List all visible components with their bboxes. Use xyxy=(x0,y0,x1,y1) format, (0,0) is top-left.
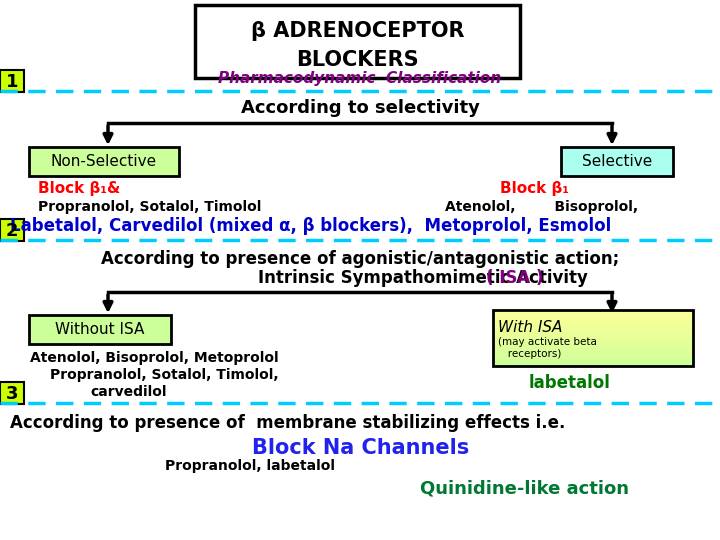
Text: According to selectivity: According to selectivity xyxy=(240,99,480,117)
Text: Block β₁&: Block β₁& xyxy=(38,180,120,195)
Text: Block Na Channels: Block Na Channels xyxy=(252,438,469,458)
FancyBboxPatch shape xyxy=(493,336,693,339)
Text: 2: 2 xyxy=(6,222,18,240)
Text: 1: 1 xyxy=(6,73,18,91)
Text: ( ISA ): ( ISA ) xyxy=(486,269,544,287)
FancyBboxPatch shape xyxy=(29,147,179,176)
FancyBboxPatch shape xyxy=(493,330,693,333)
FancyBboxPatch shape xyxy=(561,147,673,176)
Text: Non-Selective: Non-Selective xyxy=(51,154,157,169)
FancyBboxPatch shape xyxy=(493,351,693,354)
FancyBboxPatch shape xyxy=(195,5,520,78)
FancyBboxPatch shape xyxy=(493,355,693,357)
Text: Propranolol, labetalol: Propranolol, labetalol xyxy=(165,459,335,473)
FancyBboxPatch shape xyxy=(493,312,693,314)
FancyBboxPatch shape xyxy=(493,359,693,361)
FancyBboxPatch shape xyxy=(493,329,693,331)
Text: Pharmacodynamic  Classification: Pharmacodynamic Classification xyxy=(218,71,502,85)
FancyBboxPatch shape xyxy=(0,70,24,92)
Text: Selective: Selective xyxy=(582,154,652,169)
Text: 3: 3 xyxy=(6,385,18,403)
Text: β ADRENOCEPTOR: β ADRENOCEPTOR xyxy=(251,21,464,41)
Text: labetalol: labetalol xyxy=(529,374,611,392)
Text: With ISA: With ISA xyxy=(498,320,562,334)
FancyBboxPatch shape xyxy=(493,333,693,335)
Text: According to presence of  membrane stabilizing effects i.e.: According to presence of membrane stabil… xyxy=(10,414,565,432)
Text: BLOCKERS: BLOCKERS xyxy=(296,50,419,70)
FancyBboxPatch shape xyxy=(493,315,693,318)
Text: Propranolol, Sotalol, Timolol: Propranolol, Sotalol, Timolol xyxy=(38,200,261,214)
FancyBboxPatch shape xyxy=(493,323,693,326)
Text: Without ISA: Without ISA xyxy=(55,322,145,337)
Text: Atenolol,        Bisoprolol,: Atenolol, Bisoprolol, xyxy=(445,200,638,214)
FancyBboxPatch shape xyxy=(493,362,693,365)
FancyBboxPatch shape xyxy=(493,343,693,346)
Text: Labetalol, Carvedilol (mixed α, β blockers),  Metoprolol, Esmolol: Labetalol, Carvedilol (mixed α, β blocke… xyxy=(10,217,611,235)
FancyBboxPatch shape xyxy=(493,349,693,352)
FancyBboxPatch shape xyxy=(493,342,693,344)
FancyBboxPatch shape xyxy=(493,338,693,340)
FancyBboxPatch shape xyxy=(493,325,693,327)
FancyBboxPatch shape xyxy=(493,310,693,312)
Text: Atenolol, Bisoprolol, Metoprolol: Atenolol, Bisoprolol, Metoprolol xyxy=(30,351,279,365)
FancyBboxPatch shape xyxy=(0,382,24,404)
Text: Quinidine-like action: Quinidine-like action xyxy=(420,479,629,497)
FancyBboxPatch shape xyxy=(493,364,693,367)
FancyBboxPatch shape xyxy=(493,314,693,316)
FancyBboxPatch shape xyxy=(493,334,693,336)
FancyBboxPatch shape xyxy=(493,319,693,322)
FancyBboxPatch shape xyxy=(493,356,693,359)
FancyBboxPatch shape xyxy=(493,327,693,329)
FancyBboxPatch shape xyxy=(29,315,171,344)
Text: Block β₁: Block β₁ xyxy=(500,180,569,195)
Text: (may activate beta
   receptors): (may activate beta receptors) xyxy=(498,337,597,359)
FancyBboxPatch shape xyxy=(493,347,693,350)
FancyBboxPatch shape xyxy=(0,219,24,241)
Text: Intrinsic Sympathomimetic Activity: Intrinsic Sympathomimetic Activity xyxy=(258,269,588,287)
FancyBboxPatch shape xyxy=(493,360,693,363)
Text: Propranolol, Sotalol, Timolol,: Propranolol, Sotalol, Timolol, xyxy=(50,368,279,382)
FancyBboxPatch shape xyxy=(493,353,693,355)
Text: carvedilol: carvedilol xyxy=(90,385,166,399)
FancyBboxPatch shape xyxy=(493,321,693,323)
Text: According to presence of agonistic/antagonistic action;: According to presence of agonistic/antag… xyxy=(101,250,619,268)
FancyBboxPatch shape xyxy=(493,318,693,320)
FancyBboxPatch shape xyxy=(493,346,693,348)
FancyBboxPatch shape xyxy=(493,340,693,342)
